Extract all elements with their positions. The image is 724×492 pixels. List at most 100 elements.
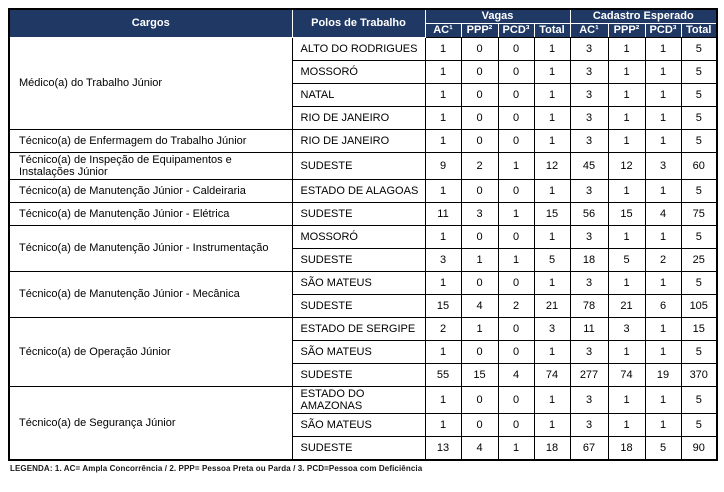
vagas-value-cell: 0: [460, 385, 499, 415]
cadastro-value-cell: 5: [680, 224, 718, 249]
table-row: RIO DE JANEIRO 1 0 0 1 3 1 1 5: [9, 105, 718, 130]
cadastro-value-cell: 5: [680, 413, 718, 438]
cadastro-value-cell: 277: [569, 362, 609, 387]
header-vagas-total: Total: [533, 23, 571, 38]
header-sub-row: AC¹ PPP² PCD³ Total AC¹ PPP² PCD³ Total: [9, 23, 718, 38]
cadastro-value-cell: 105: [680, 293, 718, 318]
cadastro-value-cell: 1: [607, 270, 646, 295]
cadastro-value-cell: 5: [680, 105, 718, 130]
vagas-value-cell: 4: [497, 362, 535, 387]
polo-cell: SÃO MATEUS: [291, 413, 426, 438]
polo-cell: ESTADO DO AMAZONAS: [291, 385, 426, 415]
cadastro-value-cell: 3: [569, 105, 609, 130]
polo-cell: MOSSORÓ: [291, 224, 426, 249]
cadastro-value-cell: 5: [680, 385, 718, 415]
table-row: Técnico(a) de Manutenção Júnior - Elétri…: [8, 201, 718, 226]
cargo-cell: Técnico(a) de Manutenção Júnior - Caldei…: [8, 178, 293, 203]
vagas-value-cell: 1: [424, 413, 462, 438]
vagas-value-cell: 1: [533, 339, 571, 364]
cadastro-value-cell: 1: [644, 316, 682, 341]
vagas-value-cell: 0: [460, 36, 499, 61]
cadastro-value-cell: 1: [607, 105, 646, 130]
cadastro-value-cell: 5: [680, 82, 718, 107]
cargo-cell: Técnico(a) de Operação Júnior: [8, 316, 293, 387]
cadastro-value-cell: 3: [569, 128, 609, 153]
table-row: SUDESTE 55 15 4 74 277 74 19 370: [9, 362, 718, 387]
cadastro-value-cell: 3: [569, 178, 609, 203]
header-cargos: Cargos: [8, 8, 293, 38]
vagas-value-cell: 0: [460, 105, 499, 130]
vagas-value-cell: 1: [460, 247, 499, 272]
table-row: SUDESTE 3 1 1 5 18 5 2 25: [9, 247, 718, 272]
polo-cell: SUDESTE: [291, 151, 426, 180]
cadastro-value-cell: 5: [680, 270, 718, 295]
cargo-cell: Técnico(a) de Enfermagem do Trabalho Jún…: [8, 128, 293, 153]
table-row: Médico(a) do Trabalho Júnior ALTO DO RODR…: [8, 36, 718, 130]
vagas-value-cell: 0: [497, 105, 535, 130]
cadastro-value-cell: 45: [569, 151, 609, 180]
cadastro-value-cell: 18: [607, 436, 646, 461]
vagas-value-cell: 1: [533, 385, 571, 415]
cadastro-value-cell: 56: [569, 201, 609, 226]
header-polos: Polos de Trabalho: [291, 8, 426, 38]
cadastro-value-cell: 1: [644, 339, 682, 364]
cadastro-value-cell: 370: [680, 362, 718, 387]
vagas-value-cell: 1: [533, 128, 571, 153]
vagas-value-cell: 1: [424, 105, 462, 130]
vagas-value-cell: 2: [424, 316, 462, 341]
polo-cell: ESTADO DE ALAGOAS: [291, 178, 426, 203]
cadastro-value-cell: 18: [569, 247, 609, 272]
cadastro-value-cell: 78: [569, 293, 609, 318]
table-header: Cargos Polos de Trabalho Vagas Cadastro …: [8, 8, 718, 38]
vagas-value-cell: 1: [533, 105, 571, 130]
table-body: Médico(a) do Trabalho Júnior ALTO DO RODR…: [8, 36, 718, 461]
vagas-value-cell: 1: [533, 270, 571, 295]
vagas-value-cell: 15: [533, 201, 571, 226]
cadastro-value-cell: 2: [644, 247, 682, 272]
vagas-value-cell: 0: [497, 82, 535, 107]
vagas-value-cell: 1: [533, 178, 571, 203]
vagas-value-cell: 3: [533, 316, 571, 341]
vagas-value-cell: 1: [533, 224, 571, 249]
vagas-value-cell: 0: [497, 224, 535, 249]
vagas-value-cell: 0: [497, 270, 535, 295]
cadastro-value-cell: 3: [569, 413, 609, 438]
cadastro-value-cell: 75: [680, 201, 718, 226]
header-cadastro-total: Total: [680, 23, 718, 38]
polo-cell: RIO DE JANEIRO: [291, 128, 426, 153]
vagas-value-cell: 0: [497, 59, 535, 84]
vagas-value-cell: 13: [424, 436, 462, 461]
table-row: SÃO MATEUS 1 0 0 1 3 1 1 5: [9, 339, 718, 364]
vagas-value-cell: 1: [497, 436, 535, 461]
vagas-value-cell: 0: [460, 413, 499, 438]
vagas-value-cell: 4: [460, 293, 499, 318]
table-row: Técnico(a) de Manutenção Júnior - Instru…: [8, 224, 718, 272]
cadastro-value-cell: 3: [569, 82, 609, 107]
cadastro-value-cell: 1: [644, 82, 682, 107]
cadastro-value-cell: 15: [680, 316, 718, 341]
vagas-value-cell: 1: [533, 59, 571, 84]
cargo-cell: Técnico(a) de Manutenção Júnior - Mecâni…: [8, 270, 293, 318]
cadastro-value-cell: 5: [644, 436, 682, 461]
polo-cell: MOSSORÓ: [291, 59, 426, 84]
vagas-value-cell: 1: [533, 36, 571, 61]
vagas-value-cell: 0: [460, 270, 499, 295]
cadastro-value-cell: 3: [569, 59, 609, 84]
polo-cell: SUDESTE: [291, 201, 426, 226]
table-row: Técnico(a) de Manutenção Júnior - Mecâni…: [8, 270, 718, 318]
vagas-value-cell: 0: [460, 128, 499, 153]
vagas-value-cell: 0: [460, 224, 499, 249]
cadastro-value-cell: 19: [644, 362, 682, 387]
vacancies-table-container: Cargos Polos de Trabalho Vagas Cadastro …: [8, 8, 718, 473]
polo-cell: SÃO MATEUS: [291, 270, 426, 295]
cadastro-value-cell: 1: [607, 178, 646, 203]
cadastro-value-cell: 1: [644, 385, 682, 415]
vagas-value-cell: 0: [460, 339, 499, 364]
cadastro-value-cell: 1: [607, 36, 646, 61]
table-row: SUDESTE 13 4 1 18 67 18 5 90: [9, 436, 718, 461]
header-cadastro-ppp: PPP²: [607, 23, 646, 38]
header-cadastro-group: Cadastro Esperado: [569, 8, 718, 24]
cadastro-value-cell: 3: [569, 36, 609, 61]
vagas-value-cell: 11: [424, 201, 462, 226]
